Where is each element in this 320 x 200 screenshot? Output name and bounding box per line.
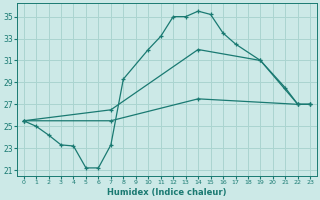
X-axis label: Humidex (Indice chaleur): Humidex (Indice chaleur) (107, 188, 227, 197)
